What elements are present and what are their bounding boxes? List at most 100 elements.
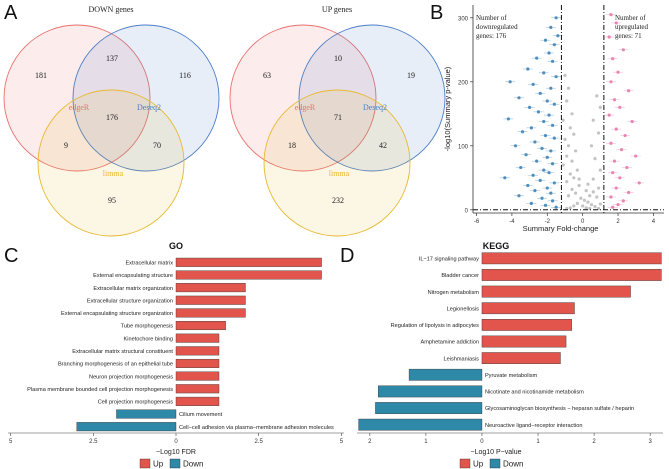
volcano-point-ns: [566, 86, 571, 90]
go-bar-up: [175, 346, 220, 356]
venn-down-label-deseq2: Deseq2: [137, 103, 161, 112]
go-category-label: Extracellular structure organization: [87, 298, 173, 304]
kegg-bar-up: [481, 252, 662, 265]
kegg-title: KEGG: [483, 241, 510, 251]
volcano-point-down: [545, 186, 549, 190]
volcano-point-down: [552, 102, 556, 106]
volcano-point-ns: [593, 157, 597, 161]
volcano-y-tick-label: 200: [458, 80, 469, 86]
volcano-point-up: [621, 48, 625, 52]
kegg-x-tick-label: 3: [649, 439, 653, 445]
volcano-point-down: [550, 59, 555, 63]
kegg-bar-down: [358, 418, 483, 431]
volcano-point-down: [549, 149, 553, 153]
go-bar-up: [175, 295, 246, 305]
volcano-point-down: [540, 146, 544, 150]
volcano-point-down: [533, 140, 537, 144]
go-category-label: Branching morphogenesis of an epithelial…: [58, 362, 173, 368]
volcano-point-down: [519, 165, 523, 170]
venn-up-label-edger: edgeR: [295, 103, 316, 112]
go-bar-up: [175, 358, 220, 368]
volcano-point-up: [614, 186, 618, 190]
volcano-point-ns: [572, 176, 576, 180]
volcano-point-down: [527, 105, 532, 109]
volcano-point-down: [550, 199, 555, 203]
volcano-point-ns: [598, 168, 602, 172]
volcano-point-down: [540, 196, 544, 200]
go-bar-up: [175, 283, 246, 293]
volcano-point-down: [543, 203, 548, 207]
volcano-point-ns: [570, 159, 574, 163]
volcano-point-ns: [573, 149, 578, 153]
go-legend-swatch-up: [139, 458, 151, 469]
volcano-point-ns: [586, 182, 590, 186]
volcano-point-down: [550, 162, 555, 166]
volcano-point-up: [627, 89, 631, 93]
volcano-point-down: [552, 43, 556, 47]
volcano-annotation-down-line: downregulated: [476, 23, 518, 31]
volcano-point-down: [533, 189, 537, 193]
volcano-point-ns: [572, 204, 576, 208]
volcano-point-ns: [584, 189, 588, 193]
kegg-category-label: Nicotinate and nicotinamide metabolism: [485, 390, 584, 396]
venn-down-label-edger: edgeR: [69, 103, 90, 112]
volcano-point-ns: [570, 187, 574, 191]
volcano-point-down: [535, 159, 539, 163]
venn-up-title: UP genes: [322, 5, 352, 14]
go-category-label: Extracellular matrix structural constitu…: [72, 349, 173, 355]
go-category-label: Cell−cell adhesion via plasma−membrane a…: [179, 425, 334, 431]
venn-up-genes: UP genes edgeR Deseq2 limma 63 19 10 71 18 42 232: [229, 5, 446, 237]
volcano-point-ns: [577, 183, 581, 188]
volcano-x-tick-label: 0: [581, 219, 585, 225]
volcano-point-ns: [561, 118, 565, 122]
kegg-bar-up: [481, 302, 575, 315]
volcano-point-ns: [566, 144, 571, 148]
go-bar-down: [76, 422, 177, 432]
volcano-point-up: [607, 113, 611, 117]
volcano-point-down: [552, 181, 556, 185]
volcano-point-up: [609, 195, 613, 199]
kegg-bar-down: [378, 385, 483, 398]
volcano-y-tick-label: 100: [458, 144, 469, 150]
volcano-point-down: [531, 173, 535, 177]
volcano-point-down: [517, 96, 521, 100]
go-bar-up: [175, 384, 220, 394]
kegg-category-label: IL−17 signaling pathway: [419, 257, 479, 263]
volcano-point-up: [625, 165, 629, 170]
volcano-point-up: [634, 154, 638, 158]
go-category-label: Plasma membrane bounded cell projection …: [27, 387, 173, 393]
go-bar-up: [175, 371, 220, 381]
go-category-label: External encapsulating structure organiz…: [61, 311, 173, 317]
volcano-point-down: [506, 117, 510, 121]
volcano-point-down: [529, 201, 533, 205]
volcano-point-ns: [593, 205, 597, 209]
volcano-point-ns: [577, 177, 581, 181]
volcano-point-up: [609, 12, 613, 17]
go-x-tick-label: 0: [174, 439, 178, 445]
kegg-bar-chart: KEGG IL−17 signaling pathway Bladder cance…: [357, 241, 663, 469]
volcano-y-label: -log10(Summary p-value): [443, 66, 452, 151]
volcano-point-ns: [581, 204, 585, 208]
volcano-point-up: [612, 159, 617, 163]
volcano-point-down: [552, 136, 556, 140]
volcano-point-down: [508, 80, 512, 84]
volcano-point-ns: [588, 194, 592, 198]
volcano-point-ns: [598, 202, 602, 206]
volcano-point-down: [543, 38, 548, 42]
go-category-label: Tube morphogenesis: [121, 324, 174, 330]
venn-up-count-edgeR-deseq2: 10: [334, 54, 342, 63]
volcano-point-down: [538, 178, 542, 182]
kegg-category-label: Glycosaminoglycan biosynthesis − heparan…: [485, 406, 634, 412]
volcano-point-up: [627, 190, 631, 195]
go-bar-up: [175, 396, 220, 406]
venn-down-title: DOWN genes: [88, 5, 133, 14]
volcano-point-down: [529, 126, 533, 130]
go-x-tick-label: 5: [9, 439, 13, 445]
volcano-point-down: [531, 82, 535, 86]
panel-letter-a: A: [4, 2, 18, 24]
volcano-point-ns: [586, 200, 590, 204]
volcano-y-tick-label: 0: [465, 208, 469, 214]
volcano-point-down: [550, 123, 555, 127]
go-category-label: External encapsulating structure: [93, 273, 173, 279]
volcano-point-ns: [575, 168, 579, 172]
